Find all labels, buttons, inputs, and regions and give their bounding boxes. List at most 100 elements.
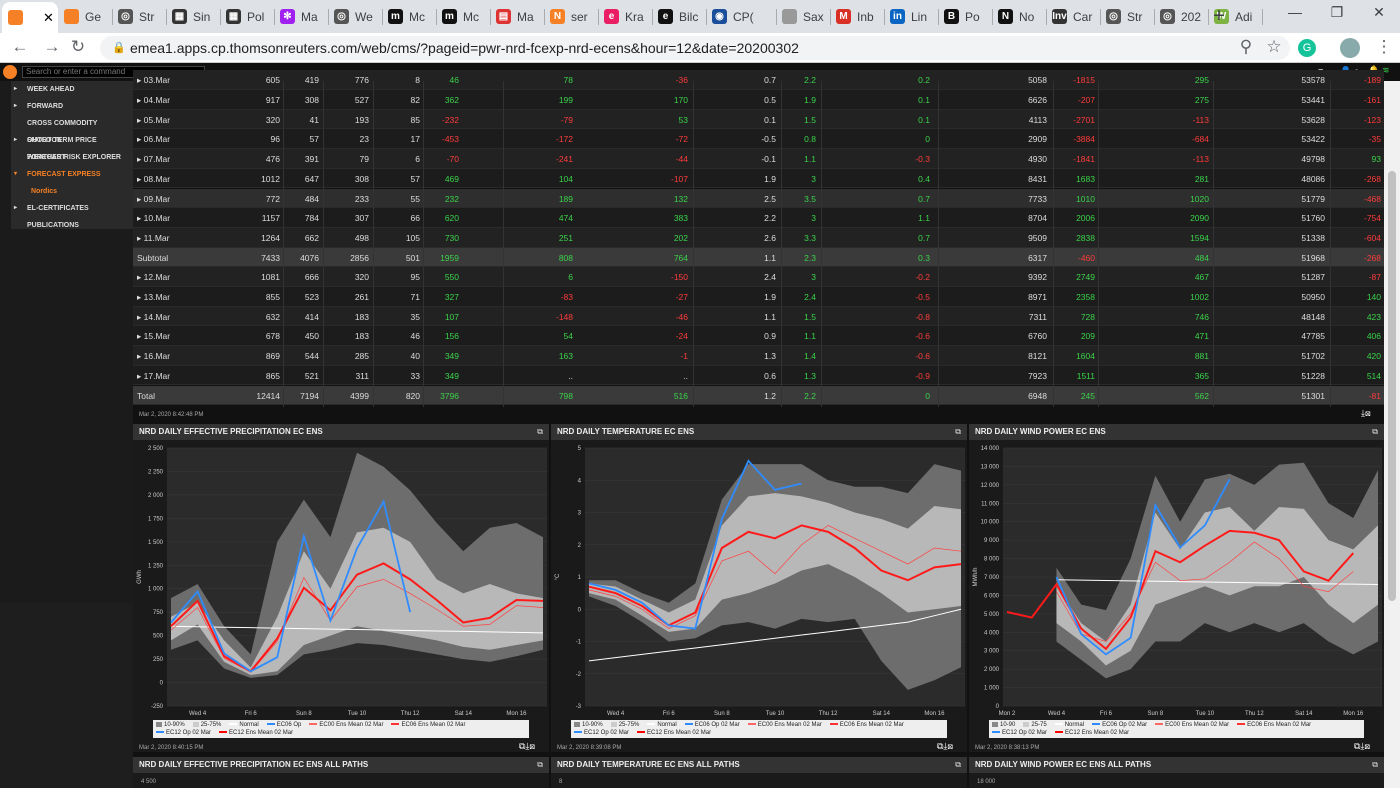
sidebar-item[interactable]: ▸ EL-CERTIFICATES [11, 200, 133, 217]
browser-tab[interactable]: Sax [776, 4, 830, 29]
legend-item[interactable]: EC06 Op [266, 721, 301, 729]
table-row[interactable]: ▸ 10.Mar 1157 784 307 66 620 474 383 2.2 3 1.1 8704… [133, 208, 1384, 228]
row-label[interactable]: ▸ 13.Mar [137, 292, 171, 302]
forward-icon[interactable]: → [43, 37, 61, 56]
table-row[interactable]: ▸ 12.Mar 1081 666 320 95 550 6 -150 2.4 3 -0.2 9392… [133, 267, 1384, 287]
table-row[interactable]: ▸ 04.Mar 917 308 527 82 362 199 170 0.5 1.9 0.1 662… [133, 90, 1384, 110]
browser-tab[interactable]: e Bilc [652, 4, 706, 29]
table-row[interactable]: ▸ 08.Mar 1012 647 308 57 469 104 -107 1.9 3 0.4 843… [133, 168, 1384, 189]
row-label[interactable]: ▸ 08.Mar [137, 173, 171, 184]
popout-icon[interactable]: ⧉ [537, 760, 543, 769]
legend-item[interactable]: 10-90% [156, 721, 185, 729]
chart-toolbar-icons[interactable]: ⧉⤓⊠ [1354, 741, 1371, 751]
legend-item[interactable]: 10-90 [992, 721, 1015, 729]
legend-item[interactable]: EC06 Ens Mean 02 Mar [391, 721, 465, 729]
browser-tab[interactable]: ◎ Str [112, 4, 166, 29]
sidebar-item[interactable]: PUBLICATIONS [11, 217, 133, 234]
row-label[interactable]: ▸ 12.Mar [137, 272, 171, 283]
tab-close-icon[interactable]: ✕ [43, 9, 54, 25]
legend-item[interactable]: EC00 Ens Mean 02 Mar [747, 721, 822, 729]
page-scrollbar[interactable] [1384, 81, 1400, 788]
sidebar-item[interactable]: ▸ SHORT TERM PRICE FORECAST [11, 132, 133, 161]
close-window-button[interactable]: ✕ [1373, 4, 1385, 20]
row-label[interactable]: ▸ 11.Mar [137, 232, 170, 243]
browser-tab[interactable]: N No [992, 4, 1046, 29]
row-label[interactable]: ▸ 10.Mar [137, 213, 171, 224]
browser-tab[interactable]: in Lin [884, 4, 938, 29]
browser-tab[interactable]: ▤ Ma [490, 4, 544, 29]
row-label[interactable]: ▸ 06.Mar [137, 134, 171, 145]
chart-toolbar-icons[interactable]: ⧉⤓⊠ [519, 741, 536, 751]
row-label[interactable]: ▸ 17.Mar [137, 370, 171, 381]
popout-icon[interactable]: ⧉ [955, 427, 961, 436]
browser-tab[interactable]: Ge [58, 4, 112, 29]
row-label[interactable]: ▸ 07.Mar [137, 154, 171, 165]
zoom-icon[interactable]: ⚲ [1239, 37, 1253, 56]
row-label[interactable]: ▸ 05.Mar [137, 114, 171, 125]
table-export-icons[interactable]: ⤓⊠ [1361, 408, 1371, 418]
legend-item[interactable]: EC06 Ens Mean 02 Mar [1237, 721, 1311, 729]
legend-item[interactable]: 10-90% [574, 721, 603, 729]
sidebar-item[interactable]: ▸ FORWARD [11, 98, 133, 115]
chart-toolbar-icons[interactable]: ⧉⤓⊠ [937, 741, 954, 751]
row-label[interactable]: ▸ 16.Mar [137, 351, 171, 362]
popout-icon[interactable]: ⧉ [955, 760, 961, 769]
legend-item[interactable]: Normal [229, 721, 259, 729]
legend-item[interactable]: Normal [647, 721, 677, 729]
table-row[interactable]: ▸ 17.Mar 865 521 311 33 349.... 0.6 1.3 -0.9 7923… [133, 365, 1384, 386]
browser-tab[interactable]: e Kra [598, 4, 652, 29]
legend-item[interactable]: 25-75% [192, 721, 221, 729]
sidebar-item[interactable]: CROSS COMMODITY OUTLOOK [11, 115, 133, 144]
new-tab-button[interactable]: + [1213, 5, 1225, 27]
legend-item[interactable]: EC12 Ens Mean 02 Mar [219, 729, 293, 737]
browser-tab[interactable]: ◎ We [328, 4, 382, 29]
browser-tab[interactable]: B Po [938, 4, 992, 29]
row-label[interactable]: ▸ 03.Mar [137, 75, 171, 85]
sidebar-item[interactable]: ▸ WEEK AHEAD [11, 81, 133, 98]
chrome-menu-icon[interactable]: ⋮ [1375, 37, 1393, 56]
popout-icon[interactable]: ⧉ [1372, 760, 1378, 769]
browser-tab[interactable]: Inv Car [1046, 4, 1100, 29]
table-row[interactable]: ▸ 09.Mar 772 484 233 55 232 189 132 2.5 3.5 0.7 773… [133, 188, 1384, 209]
table-row[interactable]: ▸ 13.Mar 855 523 261 71 327 -83 -27 1.9 2.4 -0.5 89… [133, 287, 1384, 307]
bookmark-star-icon[interactable]: ☆ [1266, 37, 1282, 56]
table-row[interactable]: ▸ 06.Mar 96 57 23 17 -453 -172 -72 -0.5 0.8 0 2909 -… [133, 129, 1384, 150]
scrollbar-thumb[interactable] [1388, 171, 1396, 601]
table-row[interactable]: ▸ 15.Mar 678 450 183 46 156 54 -24 0.9 1.1 -0.6 676… [133, 326, 1384, 347]
legend-item[interactable]: 25-75% [610, 721, 639, 729]
table-row[interactable]: ▸ 11.Mar 1264 662 498 105 730 251 202 2.6 3.3 0.7 9… [133, 227, 1384, 248]
browser-tab[interactable]: ◉ CP( [706, 4, 776, 29]
profile-avatar[interactable] [1340, 38, 1360, 58]
back-icon[interactable]: ← [11, 37, 29, 56]
table-row[interactable]: ▸ 16.Mar 869 544 285 40 349 163 -1 1.3 1.4 -0.6 812… [133, 346, 1384, 366]
legend-item[interactable]: 25-75 [1023, 721, 1047, 729]
row-label[interactable]: ▸ 14.Mar [137, 311, 171, 322]
legend-item[interactable]: EC06 Op 02 Mar [1092, 721, 1147, 729]
minimize-button[interactable]: — [1288, 4, 1302, 20]
row-label[interactable]: ▸ 15.Mar [137, 331, 171, 342]
legend-item[interactable]: EC12 Ens Mean 02 Mar [1055, 729, 1129, 737]
legend-item[interactable]: EC06 Ens Mean 02 Mar [829, 721, 904, 729]
browser-tab[interactable]: ◎ Str [1100, 4, 1154, 29]
browser-tab[interactable]: m Mc [436, 4, 490, 29]
browser-tab[interactable]: ✻ Ma [274, 4, 328, 29]
browser-tab[interactable]: M Inb [830, 4, 884, 29]
sidebar-item[interactable]: WEATHER RISK EXPLORER [11, 149, 133, 166]
legend-item[interactable]: EC12 Ens Mean 02 Mar [637, 729, 711, 737]
legend-item[interactable]: EC12 Op 02 Mar [992, 729, 1047, 737]
eikon-logo[interactable] [3, 65, 17, 79]
legend-item[interactable]: EC06 Op 02 Mar [684, 721, 740, 729]
table-row[interactable]: ▸ 03.Mar 605 419 776 8 46 78 -36 0.7 2.2 0.2 5058 -1… [133, 70, 1384, 90]
popout-icon[interactable]: ⧉ [537, 427, 543, 436]
browser-tab[interactable]: m Mc [382, 4, 436, 29]
sidebar-item[interactable]: Nordics [11, 183, 133, 200]
browser-tab[interactable]: ◎ 202 [1154, 4, 1208, 29]
legend-item[interactable]: EC00 Ens Mean 02 Mar [1155, 721, 1229, 729]
browser-tab[interactable]: W Adi [1208, 4, 1262, 29]
reload-icon[interactable]: ↻ [70, 37, 86, 56]
maximize-button[interactable]: ❐ [1330, 4, 1344, 20]
sidebar-item[interactable]: ▾ FORECAST EXPRESS [11, 166, 133, 183]
grammarly-extension-icon[interactable]: G [1298, 39, 1316, 57]
legend-item[interactable]: EC00 Ens Mean 02 Mar [309, 721, 383, 729]
